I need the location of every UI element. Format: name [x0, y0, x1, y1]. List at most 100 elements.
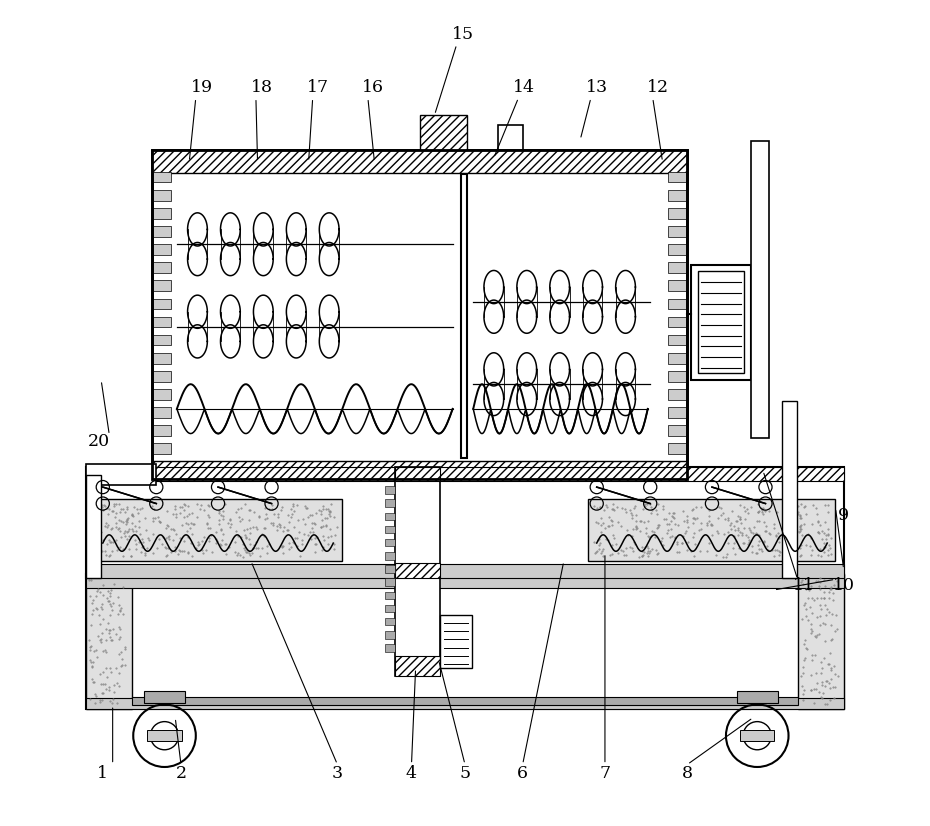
Bar	[385, 513, 395, 520]
Bar	[153, 226, 171, 237]
Bar	[153, 353, 171, 363]
Bar	[86, 564, 844, 577]
Bar	[668, 371, 685, 382]
Text: 2: 2	[176, 765, 187, 782]
Bar	[147, 730, 181, 741]
Text: 17: 17	[308, 79, 329, 97]
Bar	[153, 244, 171, 255]
Bar	[86, 698, 844, 710]
Bar	[782, 401, 797, 577]
Bar	[385, 578, 395, 586]
Bar	[668, 335, 685, 345]
Text: 7: 7	[600, 765, 610, 782]
Bar	[668, 389, 685, 400]
Bar	[385, 500, 395, 507]
Bar	[95, 500, 341, 561]
Bar	[385, 631, 395, 638]
Bar	[153, 444, 171, 454]
Text: 10: 10	[832, 577, 855, 595]
Bar	[740, 730, 775, 741]
Circle shape	[160, 731, 169, 740]
Bar	[153, 461, 687, 479]
Circle shape	[752, 731, 762, 740]
Bar	[668, 172, 685, 183]
Bar	[385, 539, 395, 546]
Bar	[668, 190, 685, 201]
Bar	[668, 244, 685, 255]
Bar	[86, 475, 101, 577]
Bar	[668, 263, 685, 273]
Text: 19: 19	[191, 79, 213, 97]
Bar	[153, 172, 171, 183]
Text: 11: 11	[793, 577, 816, 595]
Bar	[385, 591, 395, 599]
Bar	[395, 563, 440, 577]
Bar	[153, 425, 171, 436]
Bar	[132, 697, 798, 705]
Text: 6: 6	[517, 765, 528, 782]
Bar	[668, 208, 685, 219]
Bar	[798, 573, 844, 710]
Bar	[668, 444, 685, 454]
Bar	[86, 467, 844, 482]
Text: 14: 14	[513, 79, 536, 97]
Bar	[153, 389, 171, 400]
Bar	[153, 150, 687, 173]
Bar	[395, 656, 440, 676]
Text: 3: 3	[332, 765, 343, 782]
Bar	[668, 425, 685, 436]
Bar	[385, 565, 395, 572]
Bar	[385, 526, 395, 534]
Text: 13: 13	[586, 79, 608, 97]
Text: 15: 15	[452, 26, 474, 43]
Bar	[691, 265, 751, 380]
Bar	[461, 174, 467, 458]
Bar	[385, 618, 395, 625]
Bar	[153, 335, 171, 345]
Text: 4: 4	[406, 765, 417, 782]
Bar	[385, 487, 395, 494]
Bar	[698, 272, 744, 373]
Bar	[86, 464, 156, 485]
Bar	[153, 281, 171, 291]
Bar	[751, 141, 769, 438]
Bar	[144, 691, 185, 703]
Bar	[668, 226, 685, 237]
Bar	[86, 467, 844, 577]
Bar	[385, 644, 395, 652]
Bar	[153, 298, 171, 309]
Bar	[668, 316, 685, 327]
Bar	[419, 115, 468, 150]
Bar	[395, 467, 440, 676]
Bar	[737, 691, 777, 703]
Text: 20: 20	[87, 434, 110, 450]
Bar	[153, 150, 687, 479]
Bar	[385, 552, 395, 559]
Bar	[153, 150, 687, 479]
Text: 5: 5	[459, 765, 471, 782]
Bar	[86, 573, 844, 588]
Bar	[153, 316, 171, 327]
Text: 12: 12	[647, 79, 670, 97]
Bar	[440, 615, 472, 668]
Bar	[385, 605, 395, 612]
Bar	[153, 407, 171, 418]
Text: 9: 9	[838, 507, 849, 525]
Text: 16: 16	[362, 79, 384, 97]
Text: 8: 8	[682, 765, 693, 782]
Bar	[668, 298, 685, 309]
Bar	[668, 407, 685, 418]
Bar	[668, 281, 685, 291]
Bar	[86, 573, 844, 710]
Bar	[498, 125, 523, 150]
Bar	[395, 467, 440, 482]
Bar	[153, 371, 171, 382]
Bar	[86, 573, 132, 710]
Bar	[153, 190, 171, 201]
Text: 18: 18	[251, 79, 272, 97]
Text: 1: 1	[98, 765, 108, 782]
Bar	[668, 353, 685, 363]
Bar	[153, 208, 171, 219]
Bar	[153, 263, 171, 273]
Bar	[589, 500, 835, 561]
